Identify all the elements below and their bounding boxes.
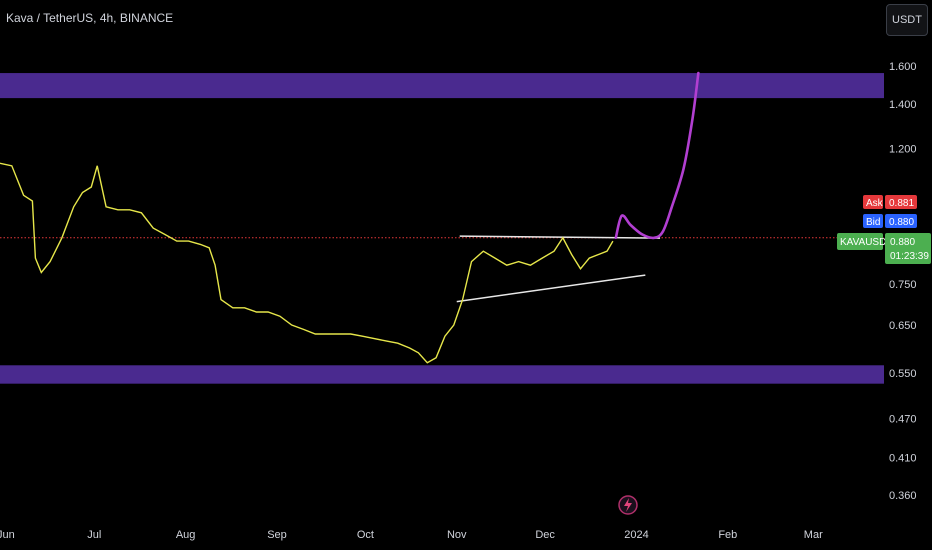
trendline-1[interactable] <box>456 274 646 303</box>
y-tick-label: 0.360 <box>889 490 917 502</box>
zone-1 <box>0 365 884 384</box>
bid-value: 0.880 <box>889 217 914 228</box>
y-tick-label: 0.470 <box>889 413 917 425</box>
ask-label: Ask <box>866 198 884 209</box>
bid-badge: Bid 0.880 <box>863 214 917 228</box>
x-tick-label: Dec <box>535 529 555 541</box>
x-tick-label: Jul <box>87 529 101 541</box>
y-tick-label: 1.400 <box>889 99 917 111</box>
y-tick-label: 0.750 <box>889 279 917 291</box>
price-series-line <box>0 162 614 364</box>
y-tick-label: 0.550 <box>889 368 917 380</box>
ask-badge: Ask 0.881 <box>863 195 917 209</box>
y-tick-label: 1.200 <box>889 144 917 156</box>
currency-button[interactable]: USDT <box>886 4 928 36</box>
x-tick-label: Feb <box>718 529 737 541</box>
zone-0 <box>0 73 884 99</box>
x-tick-label: Jun <box>0 529 15 541</box>
x-tick-label: Aug <box>176 529 196 541</box>
last-price-badge: KAVAUSDT 0.880 01:23:39 <box>837 233 931 264</box>
last-price-value: 0.880 <box>890 237 915 248</box>
trendline-0[interactable] <box>459 235 661 239</box>
x-tick-label: Mar <box>804 529 823 541</box>
chart-title: Kava / TetherUS, 4h, BINANCE <box>6 11 174 25</box>
symbol-label: KAVAUSDT <box>840 237 892 248</box>
projection-curve <box>614 71 700 240</box>
y-tick-label: 0.650 <box>889 320 917 332</box>
x-tick-label: Nov <box>447 529 467 541</box>
y-tick-label: 0.410 <box>889 453 917 465</box>
x-tick-label: Oct <box>357 529 374 541</box>
ask-value: 0.881 <box>889 198 914 209</box>
bolt-icon[interactable] <box>618 495 638 515</box>
countdown-timer: 01:23:39 <box>890 251 929 262</box>
x-tick-label: 2024 <box>624 529 648 541</box>
x-tick-label: Sep <box>267 529 287 541</box>
y-tick-label: 1.600 <box>889 61 917 73</box>
bid-label: Bid <box>866 217 880 228</box>
